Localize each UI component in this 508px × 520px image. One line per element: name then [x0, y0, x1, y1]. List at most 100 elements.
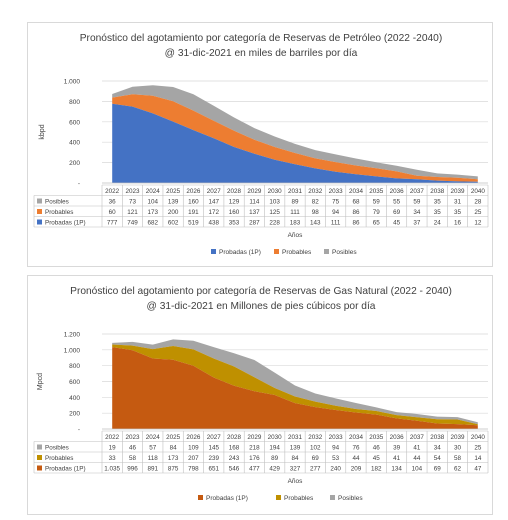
area-probadas-1p: [112, 347, 478, 429]
legend-swatch: [211, 249, 216, 254]
table-cell-value: 182: [371, 466, 382, 473]
x-tick-label: 2023: [125, 188, 140, 195]
x-tick-label: 2035: [369, 434, 384, 441]
y-tick-label: 600: [69, 119, 80, 126]
legend-swatch: [274, 249, 279, 254]
table-cell-value: 207: [188, 455, 199, 462]
table-cell-value: 134: [391, 466, 402, 473]
x-tick-label: 2025: [166, 434, 181, 441]
legend-swatch: [198, 495, 203, 500]
x-axis-label: Años: [288, 232, 304, 239]
table-cell-value: 33: [109, 455, 117, 462]
table-cell-value: 76: [352, 445, 360, 452]
table-cell-value: 798: [188, 466, 199, 473]
table-cell-value: 55: [393, 199, 401, 206]
table-cell-value: 109: [188, 445, 199, 452]
table-cell-value: 277: [310, 466, 321, 473]
table-cell-value: 24: [434, 220, 442, 227]
table-cell-value: 287: [249, 220, 260, 227]
table-cell-value: 438: [208, 220, 219, 227]
table-cell-value: 111: [290, 209, 300, 216]
table-cell-value: 28: [474, 199, 482, 206]
table-cell-value: 12: [474, 220, 482, 227]
legend-key-marker: [37, 219, 42, 225]
chart-subtitle: @ 31-dic-2021 en Millones de pies cúbico…: [147, 301, 376, 312]
legend-key-marker: [37, 455, 42, 460]
y-tick-label: 200: [69, 411, 80, 418]
chart-title: Pronóstico del agotamiento por categoría…: [70, 286, 452, 297]
table-cell-value: 139: [168, 199, 179, 206]
table-cell-value: 53: [332, 455, 340, 462]
table-cell-value: 429: [269, 466, 280, 473]
table-cell-value: 58: [129, 455, 137, 462]
table-cell-value: 44: [352, 455, 360, 462]
table-cell-value: 35: [434, 199, 442, 206]
table-cell-value: 94: [332, 209, 340, 216]
y-tick-label: -: [78, 427, 80, 434]
y-tick-label: 200: [69, 160, 80, 167]
table-cell-value: 194: [269, 445, 280, 452]
table-cell-value: 84: [170, 445, 178, 452]
table-cell-value: 86: [352, 220, 360, 227]
table-cell-value: 69: [312, 455, 320, 462]
x-tick-label: 2028: [227, 434, 242, 441]
table-cell-value: 19: [109, 445, 117, 452]
x-tick-label: 2030: [268, 188, 283, 195]
x-tick-label: 2028: [227, 188, 242, 195]
area-posibles: [112, 85, 478, 180]
area-posibles: [112, 339, 478, 425]
table-cell-value: 996: [127, 466, 138, 473]
table-cell-value: 47: [474, 466, 482, 473]
x-tick-label: 2026: [186, 434, 201, 441]
table-cell-value: 243: [229, 455, 240, 462]
table-cell-value: 183: [290, 220, 301, 227]
legend-key-marker: [37, 209, 42, 214]
table-cell-value: 84: [291, 455, 299, 462]
table-cell-value: 57: [149, 445, 157, 452]
x-tick-label: 2036: [390, 188, 405, 195]
x-tick-label: 2038: [430, 188, 445, 195]
table-cell-value: 327: [290, 466, 301, 473]
table-cell-value: 143: [310, 220, 321, 227]
legend-swatch: [324, 249, 329, 254]
x-tick-label: 2024: [146, 434, 161, 441]
table-cell-value: 36: [109, 199, 117, 206]
x-tick-label: 2037: [410, 188, 425, 195]
table-cell-value: 546: [229, 466, 240, 473]
x-tick-label: 2032: [308, 434, 323, 441]
y-tick-label: 600: [69, 379, 80, 386]
x-tick-label: 2039: [451, 188, 466, 195]
table-cell-value: 65: [373, 220, 381, 227]
chart-svg-1: Pronóstico del agotamiento por categoría…: [33, 286, 489, 502]
x-tick-label: 2029: [247, 188, 262, 195]
table-cell-value: 129: [229, 199, 240, 206]
y-tick-label: -: [78, 181, 80, 188]
table-cell-value: 59: [373, 199, 381, 206]
table-cell-value: 59: [413, 199, 421, 206]
table-cell-value: 477: [249, 466, 260, 473]
x-tick-label: 2026: [186, 188, 201, 195]
area-probadas-1p: [112, 103, 478, 183]
table-cell-value: 37: [413, 220, 421, 227]
y-tick-label: 1.000: [64, 347, 81, 354]
x-tick-label: 2039: [451, 434, 466, 441]
table-cell-value: 172: [208, 209, 219, 216]
table-cell-value: 218: [249, 445, 260, 452]
table-cell-value: 46: [129, 445, 137, 452]
table-cell-value: 69: [393, 209, 401, 216]
table-cell-value: 35: [454, 209, 462, 216]
table-cell-value: 160: [188, 199, 199, 206]
table-cell-value: 34: [413, 209, 421, 216]
table-row-label: Posibles: [45, 199, 69, 206]
oil-reserves-chart-panel: Pronóstico del agotamiento por categoría…: [27, 22, 493, 267]
table-cell-value: 228: [269, 220, 280, 227]
x-tick-label: 2022: [105, 434, 120, 441]
x-tick-label: 2033: [329, 434, 344, 441]
legend-key-marker: [37, 444, 42, 450]
table-row-label: Posibles: [45, 445, 69, 452]
table-cell-value: 173: [168, 455, 179, 462]
table-cell-value: 519: [188, 220, 199, 227]
y-tick-label: 1.200: [64, 332, 81, 339]
table-row-label: Probables: [45, 209, 73, 216]
table-cell-value: 160: [229, 209, 240, 216]
